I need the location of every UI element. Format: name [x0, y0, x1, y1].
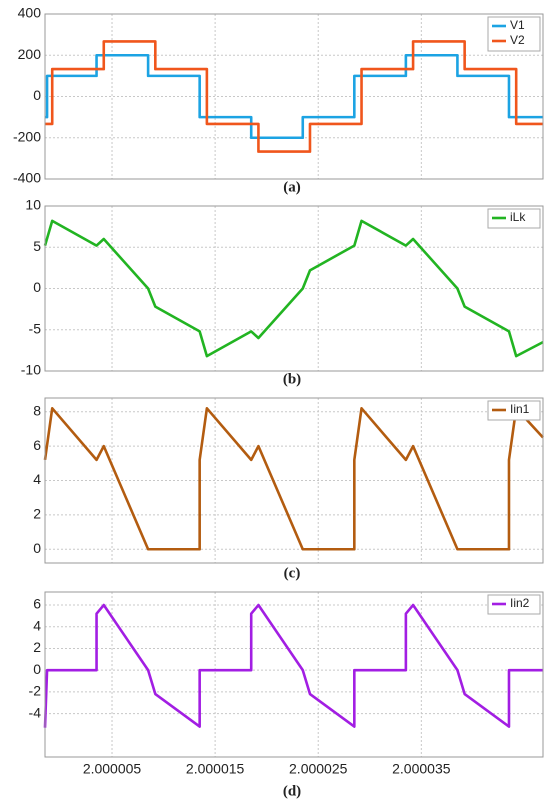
legend-label: V2	[510, 33, 525, 47]
legend-label: Iin1	[510, 402, 530, 416]
y-tick-label: 0	[33, 661, 41, 677]
x-tick-label: 2.000035	[392, 761, 451, 777]
plot-area	[45, 592, 543, 757]
axes-frame	[44, 13, 544, 180]
panel-caption: (d)	[283, 783, 301, 799]
x-tick-label: 2.000025	[289, 761, 348, 777]
y-tick-label: -200	[13, 128, 41, 144]
y-tick-label: -10	[21, 362, 41, 378]
y-tick-label: 8	[33, 402, 41, 418]
x-tick-label: 2.000015	[186, 761, 245, 777]
axes-frame	[44, 591, 544, 758]
axes-frame	[44, 397, 544, 564]
y-tick-label: 10	[25, 197, 41, 213]
y-tick-label: 0	[33, 279, 41, 295]
legend-label: V1	[510, 18, 525, 32]
panel-caption: (b)	[283, 371, 301, 387]
series-line	[45, 40, 543, 153]
series-line	[43, 407, 544, 551]
x-tick-label: 2.000005	[83, 761, 142, 777]
y-tick-label: -5	[29, 320, 42, 336]
panel-caption: (c)	[284, 565, 301, 581]
y-tick-label: 2	[33, 506, 41, 522]
y-tick-label: -400	[13, 170, 41, 186]
y-tick-label: 0	[33, 87, 41, 103]
y-tick-label: -4	[29, 704, 42, 720]
legend-box	[487, 400, 541, 421]
y-tick-label: 4	[33, 471, 41, 487]
legend-label: Iin2	[510, 596, 530, 610]
legend-box	[487, 208, 541, 229]
series-line	[45, 53, 543, 140]
series-line	[43, 219, 544, 358]
y-tick-label: 200	[18, 46, 42, 62]
y-tick-label: 6	[33, 437, 41, 453]
legend-box	[487, 594, 541, 615]
axes-frame	[44, 205, 544, 372]
y-tick-label: 2	[33, 639, 41, 655]
y-tick-label: 400	[18, 5, 42, 21]
y-tick-label: 0	[33, 540, 41, 556]
y-tick-label: 6	[33, 596, 41, 612]
series-line	[43, 603, 543, 728]
legend-label: iLk	[510, 210, 526, 224]
panel-caption: (a)	[283, 179, 301, 195]
y-tick-label: 5	[33, 238, 41, 254]
y-tick-label: -2	[29, 683, 42, 699]
y-tick-label: 4	[33, 617, 41, 633]
legend-box	[487, 16, 541, 52]
